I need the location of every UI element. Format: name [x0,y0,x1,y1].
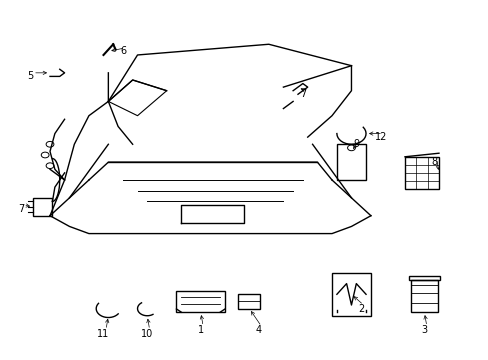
Text: 8: 8 [430,157,436,167]
Text: 11: 11 [97,329,109,339]
Bar [331,273,370,316]
Text: 2: 2 [357,303,364,314]
Text: 3: 3 [421,325,427,335]
Bar [408,276,439,280]
Bar [336,144,366,180]
Text: 9: 9 [352,139,359,149]
Bar [33,198,52,216]
Text: 7: 7 [18,203,24,213]
Bar [404,157,438,189]
Text: 6: 6 [120,46,126,57]
Bar [238,294,260,309]
Text: 1: 1 [197,325,203,335]
Text: 4: 4 [256,325,262,335]
Text: 7: 7 [299,89,305,99]
Bar [410,280,437,312]
Bar [176,291,224,312]
Text: 10: 10 [141,329,153,339]
Text: 12: 12 [374,132,386,142]
Text: 5: 5 [27,71,34,81]
